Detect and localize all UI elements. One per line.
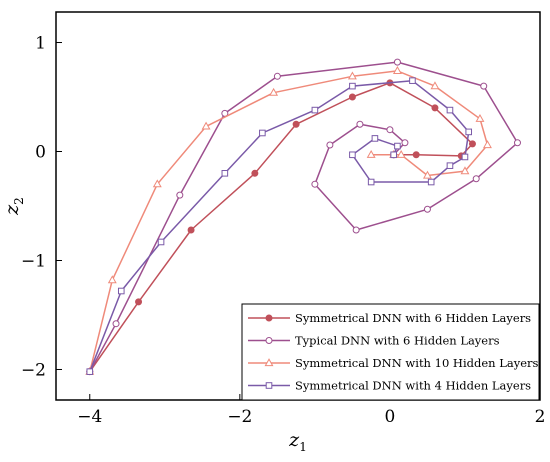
data-point [409, 77, 416, 84]
data-point [349, 82, 356, 90]
data-point [251, 169, 259, 177]
data-point [201, 121, 211, 130]
data-point [176, 191, 184, 199]
data-point [152, 179, 162, 188]
data-point [107, 275, 117, 284]
legend-entry: Typical DNN with 6 Hidden Layers [248, 334, 500, 348]
data-point [423, 205, 431, 213]
legend: Symmetrical DNN with 6 Hidden Layers Typi… [241, 303, 540, 401]
series-line [89, 82, 474, 373]
y-axis-label: z2 [1, 197, 26, 216]
data-point [273, 72, 281, 80]
series-line [89, 79, 470, 372]
data-point [135, 298, 143, 306]
legend-entry: Symmetrical DNN with 6 Hidden Layers [248, 311, 531, 325]
data-point [390, 151, 397, 159]
data-point [427, 178, 435, 186]
data-point [292, 120, 300, 128]
x-tick-label: −4 [77, 407, 102, 427]
legend-entry: Symmetrical DNN with 10 Hidden Layers [248, 356, 539, 370]
y-tick-label: 0 [35, 143, 46, 163]
data-point [394, 142, 401, 150]
legend-box [241, 303, 540, 401]
legend-label: Typical DNN with 6 Hidden Layers [295, 334, 500, 348]
series-layer [85, 58, 521, 376]
data-point [348, 93, 356, 101]
data-point [396, 149, 406, 158]
legend-marker [265, 337, 273, 344]
data-point [259, 129, 266, 137]
x-tick-label: 2 [535, 407, 546, 427]
data-point [269, 87, 279, 96]
legend-label: Symmetrical DNN with 4 Hidden Layers [295, 379, 531, 393]
data-point [221, 170, 229, 177]
data-point [371, 135, 379, 142]
legend-label: Symmetrical DNN with 10 Hidden Layers [295, 356, 539, 370]
data-point [187, 226, 195, 234]
data-point [386, 126, 394, 134]
data-point [157, 238, 165, 246]
series-4 [86, 77, 473, 375]
data-point [513, 139, 521, 147]
ticks-layer: −4 −2 0 2 −2 −1 0 1 [21, 34, 545, 427]
x-tick-label: −2 [227, 407, 252, 427]
data-point [460, 166, 470, 175]
legend-marker [265, 382, 273, 389]
data-point [461, 153, 469, 161]
y-tick-label: −1 [21, 251, 46, 271]
data-point [117, 287, 125, 295]
data-point [422, 170, 432, 179]
data-point [465, 128, 473, 136]
data-point [112, 320, 120, 328]
data-point [367, 178, 375, 186]
data-point [446, 162, 454, 169]
data-point [356, 120, 364, 128]
data-point [412, 151, 420, 159]
data-point [349, 151, 356, 159]
legend-label: Symmetrical DNN with 6 Hidden Layers [295, 311, 531, 325]
data-point [446, 106, 454, 114]
data-point [347, 71, 357, 80]
data-point [311, 106, 319, 114]
data-point [352, 226, 360, 234]
data-point [326, 141, 334, 149]
legend-marker [265, 314, 273, 322]
data-point [86, 368, 94, 375]
data-point [472, 175, 480, 183]
data-point [475, 113, 485, 122]
legend-entry: Symmetrical DNN with 4 Hidden Layers [248, 379, 531, 393]
y-tick-label: −2 [21, 360, 46, 380]
data-point [366, 149, 376, 158]
data-point [431, 104, 439, 112]
series-1 [86, 79, 476, 376]
data-point [480, 82, 488, 90]
data-point [430, 81, 440, 90]
data-point [393, 58, 401, 66]
data-point [468, 140, 476, 148]
x-axis-label: z1 [288, 429, 307, 454]
y-tick-label: 1 [35, 34, 46, 54]
data-point [401, 139, 409, 147]
data-point [311, 180, 319, 188]
data-point [392, 66, 402, 74]
data-point [483, 140, 492, 149]
legend-marker [264, 358, 274, 367]
x-tick-label: 0 [385, 407, 396, 427]
